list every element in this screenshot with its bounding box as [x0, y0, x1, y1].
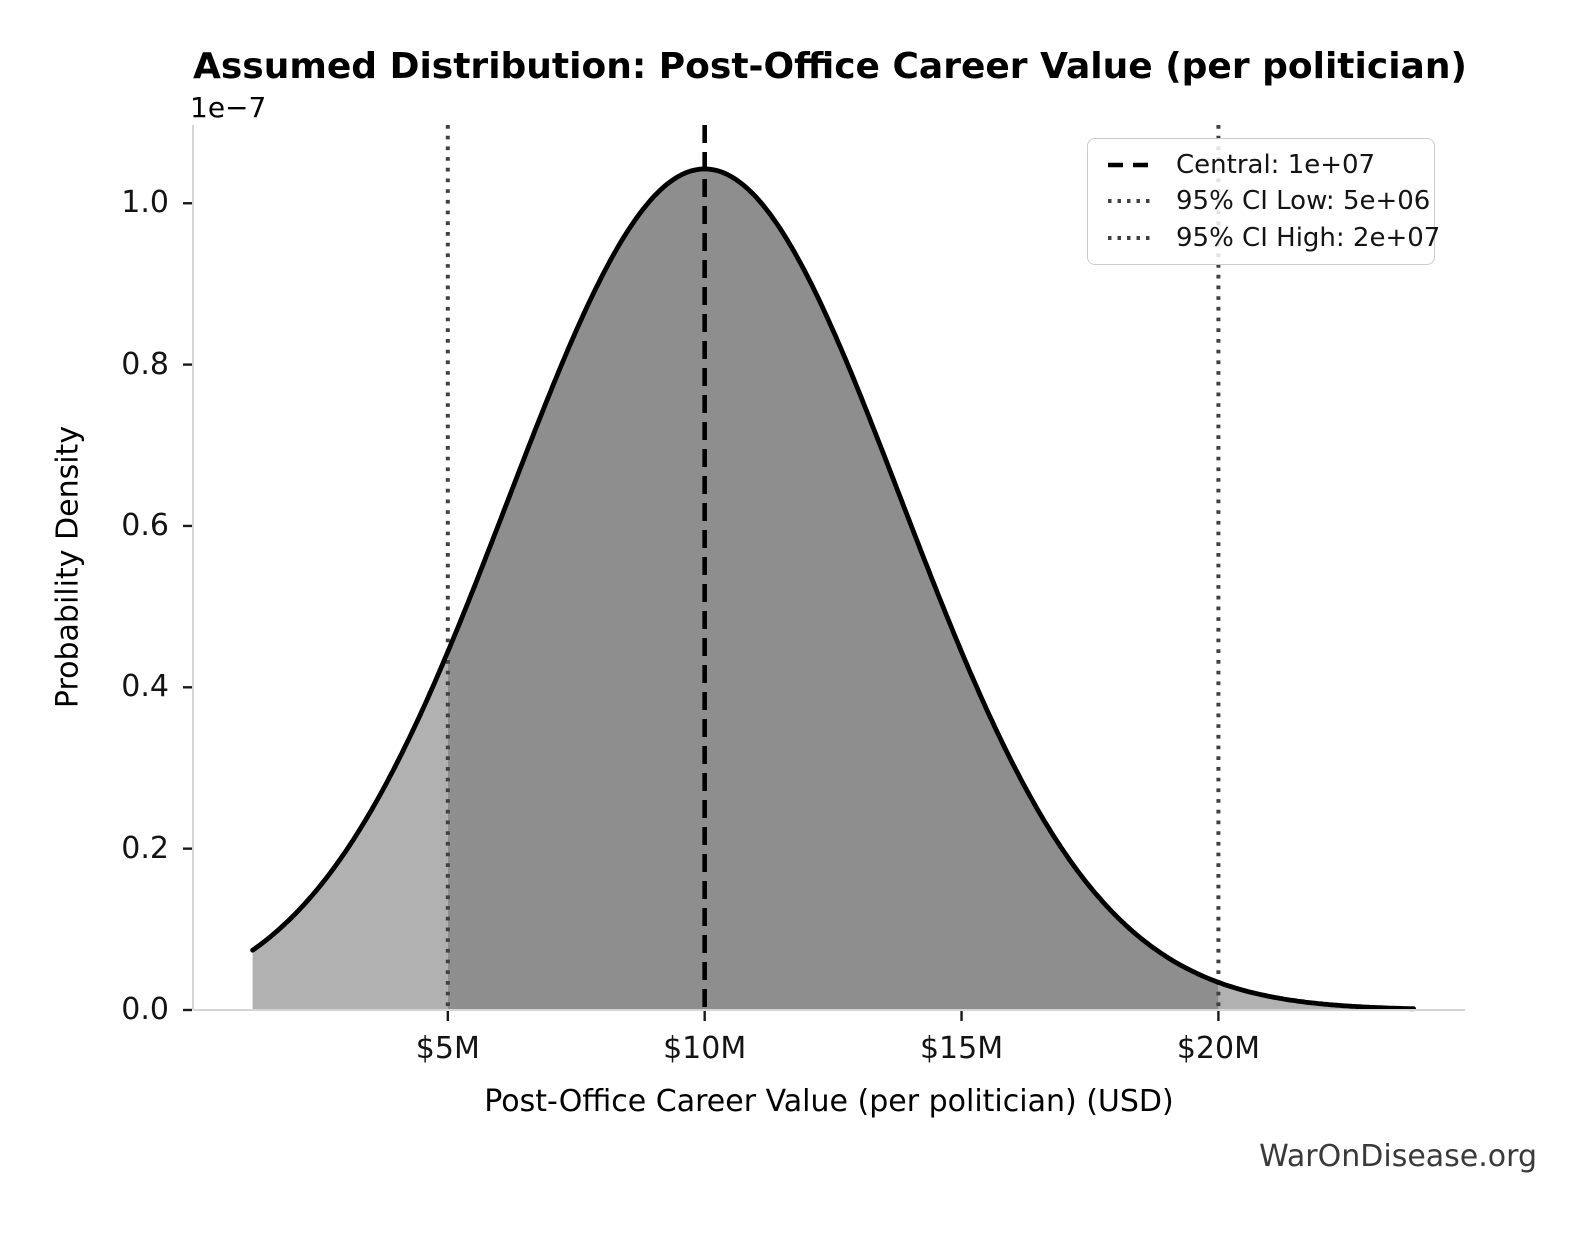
dashed-line-icon	[1108, 162, 1152, 168]
y-tick-label: 1.0	[121, 185, 169, 221]
chart-title: Assumed Distribution: Post-Office Career…	[193, 46, 1467, 87]
legend-label: Central: 1e+07	[1176, 150, 1376, 181]
x-tick-label: $10M	[663, 1031, 747, 1066]
x-axis-tick-marks	[446, 1011, 1220, 1021]
x-tick-label: $20M	[1176, 1031, 1260, 1066]
density-curve	[250, 166, 1416, 1012]
y-axis-tick-marks	[183, 202, 192, 1012]
ci-region-fill	[447, 168, 1219, 1010]
y-tick-label: 0.2	[121, 830, 169, 866]
y-tick-label: 0.0	[121, 992, 169, 1027]
y-tick-label: 0.6	[121, 507, 169, 543]
x-tick-label: $5M	[415, 1031, 480, 1066]
legend-label: 95% CI Low: 5e+06	[1176, 186, 1431, 217]
legend: Central: 1e+07 95% CI Low: 5e+06 95% CI Hi…	[1087, 138, 1440, 265]
right-tail-fill	[1218, 982, 1414, 1010]
y-axis-offset-label: 1e−7	[190, 91, 267, 124]
watermark: WarOnDisease.org	[1259, 1139, 1537, 1174]
y-axis-label: Probability Density	[50, 425, 86, 709]
legend-entry: 95% CI Low: 5e+06	[1102, 186, 1430, 216]
dotted-line-icon	[1108, 199, 1152, 204]
y-tick-label: 0.8	[121, 346, 169, 382]
legend-entry: 95% CI High: 2e+07	[1102, 223, 1440, 253]
legend-label: 95% CI High: 2e+07	[1176, 222, 1441, 253]
y-tick-label: 0.4	[121, 669, 169, 705]
left-tail-fill	[252, 651, 448, 1010]
x-axis-label: Post-Office Career Value (per politician…	[484, 1084, 1174, 1119]
legend-entry: Central: 1e+07	[1102, 150, 1420, 180]
dotted-line-icon	[1108, 235, 1152, 240]
x-tick-label: $15M	[919, 1031, 1004, 1066]
